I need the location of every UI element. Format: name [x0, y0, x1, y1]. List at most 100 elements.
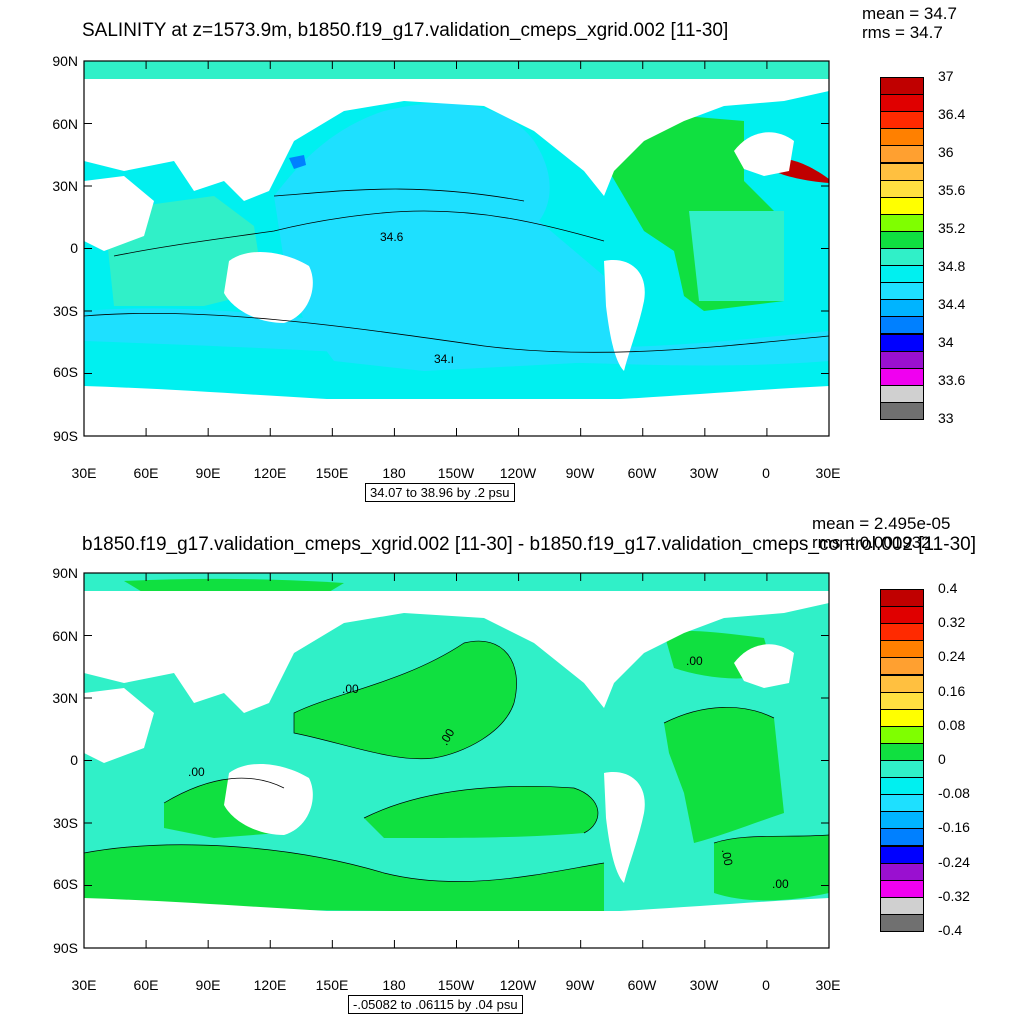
colorbar-label: 0.24 [938, 648, 966, 665]
colorbar-segment [880, 230, 924, 249]
colorbar-segment [880, 299, 924, 318]
colorbar-segment [880, 640, 924, 659]
colorbar-segment [880, 316, 924, 335]
green-region [124, 578, 344, 595]
colorbar-segment [880, 162, 924, 181]
green-region [364, 786, 598, 838]
map-svg: 34.6 34.ı [83, 60, 830, 437]
lon-label: 30W [689, 465, 719, 481]
colorbar-label: 35.6 [938, 182, 966, 198]
colorbar-label: 0.32 [938, 614, 966, 631]
colorbar-segment [880, 333, 924, 352]
colorbar-segment [880, 777, 924, 796]
colorbar-label: 0.4 [938, 580, 958, 596]
contour-label: .00 [342, 682, 359, 696]
colorbar-label: 0 [938, 751, 946, 767]
map-svg: .00 .00 .00 .00 .00 .00 [83, 572, 830, 949]
stats-block: mean = 34.7 rms = 34.7 [862, 4, 957, 42]
lon-label: 150W [437, 977, 475, 993]
colorbar-segment [880, 179, 924, 198]
lon-label: 180 [382, 977, 406, 993]
colorbar-segment [880, 725, 924, 744]
colorbar-label: 37 [938, 68, 954, 84]
green-region [294, 641, 517, 759]
colorbar-label: 34.8 [938, 258, 966, 274]
colorbar-segment [880, 811, 924, 830]
colorbar-segment [880, 282, 924, 301]
northern-landmass [84, 591, 829, 713]
mean-value: mean = 34.7 [862, 4, 957, 23]
contour-line-1 [113, 210, 605, 257]
rms-value: rms = 0.001932 [812, 533, 931, 552]
lon-label: 60W [627, 465, 657, 481]
colorbar-segment [880, 94, 924, 113]
lon-label: 120E [253, 977, 287, 993]
colorbar-segment [880, 128, 924, 147]
colorbar-label: 0.16 [938, 682, 966, 699]
contour-line [713, 834, 830, 844]
lat-label-30s: 30S [53, 303, 78, 319]
colorbar-label: 36.4 [938, 106, 966, 122]
green-region [664, 707, 784, 843]
lat-label-30n: 30N [52, 690, 78, 706]
northern-landmass [84, 79, 829, 201]
lon-label: 90E [195, 465, 221, 481]
lon-label: 150E [315, 465, 349, 481]
lon-label: 30E [71, 465, 97, 481]
lat-label-90n: 90N [52, 565, 78, 581]
lon-label: 120W [499, 977, 537, 993]
lat-label-30n: 30N [52, 178, 78, 194]
south-atlantic-region [689, 211, 784, 301]
colorbar-segment [880, 248, 924, 267]
lat-label-60n: 60N [52, 628, 78, 644]
australia-land [224, 251, 313, 323]
colorbar-segment [880, 879, 924, 898]
colorbar-segment [880, 828, 924, 847]
lon-label: 180 [382, 465, 406, 481]
colorbar-segment [880, 111, 924, 130]
colorbar-segment [880, 367, 924, 386]
lon-label: 60E [133, 977, 159, 993]
green-region [714, 835, 829, 901]
okhotsk-patch [289, 155, 306, 169]
colorbar-segment [880, 145, 924, 164]
colorbar-segment [880, 401, 924, 420]
contour-range-box: -.05082 to .06115 by .04 psu [348, 995, 523, 1014]
lat-label-90s: 90S [53, 940, 78, 956]
panel-title: b1850.f19_g17.validation_cmeps_xgrid.002… [82, 534, 976, 555]
lat-label-90n: 90N [52, 53, 78, 69]
contour-line [663, 706, 775, 724]
lon-label: 30E [815, 977, 841, 993]
antarctica-land [84, 399, 829, 436]
contour-label: .00 [772, 877, 789, 891]
contour-range-box: 34.07 to 38.96 by .2 psu [365, 483, 515, 502]
difference-panel: b1850.f19_g17.validation_cmeps_xgrid.002… [0, 512, 1024, 1024]
colorbar-segment [880, 845, 924, 864]
colorbar-label: -0.08 [938, 785, 970, 802]
colorbar-label: -0.24 [938, 853, 970, 870]
lon-label: 90W [565, 465, 595, 481]
contour-label: .00 [686, 654, 703, 668]
australia-land [224, 763, 313, 835]
stats-block: mean = 2.495e-05 rms = 0.001932 [812, 514, 950, 552]
contour-label-2: 34.ı [434, 352, 454, 366]
south-america-land [604, 772, 645, 883]
lat-label-30s: 30S [53, 815, 78, 831]
rms-value: rms = 34.7 [862, 23, 943, 42]
colorbar-segment [880, 265, 924, 284]
africa-land [84, 176, 154, 251]
lon-label: 0 [762, 465, 770, 481]
south-america-land [604, 260, 645, 371]
colorbar-segment [880, 384, 924, 403]
lon-label: 30E [815, 465, 841, 481]
contour-label-1: 34.6 [380, 230, 404, 244]
map-plot: 34.6 34.ı [83, 60, 830, 437]
contour-line-2 [273, 188, 525, 202]
salinity-panel: SALINITY at z=1573.9m, b1850.f19_g17.val… [52, 4, 966, 502]
contour-line [163, 777, 285, 804]
colorbar-label: -0.32 [938, 887, 970, 904]
colorbar-label: 34.4 [938, 296, 966, 312]
lon-label: 120W [499, 465, 537, 481]
colorbar-segment [880, 862, 924, 881]
colorbar-label: -0.16 [938, 819, 970, 836]
